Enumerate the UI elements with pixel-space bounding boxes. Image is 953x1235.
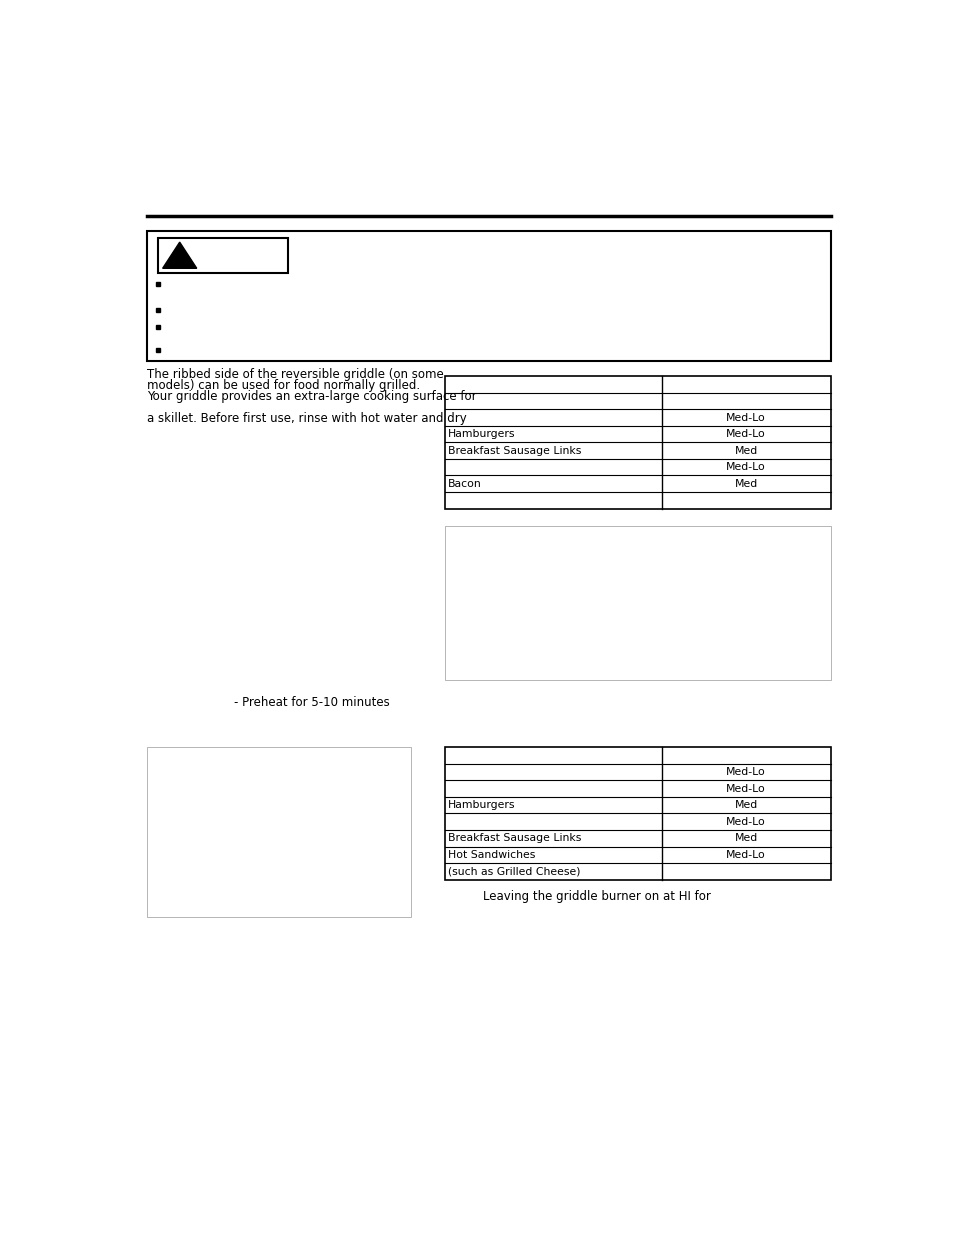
- Text: Med-Lo: Med-Lo: [725, 784, 765, 794]
- Text: Med-Lo: Med-Lo: [725, 850, 765, 860]
- Text: Hamburgers: Hamburgers: [447, 800, 515, 810]
- Text: Med-Lo: Med-Lo: [725, 462, 765, 472]
- Bar: [444, 377, 830, 509]
- Text: Your griddle provides an extra-large cooking surface for: Your griddle provides an extra-large coo…: [147, 390, 476, 403]
- Text: (such as Grilled Cheese): (such as Grilled Cheese): [447, 867, 579, 877]
- Bar: [444, 526, 830, 679]
- Bar: [444, 747, 830, 879]
- Bar: [147, 747, 410, 916]
- Text: Leaving the griddle burner on at HI for: Leaving the griddle burner on at HI for: [483, 890, 711, 904]
- Text: models) can be used for food normally grilled.: models) can be used for food normally gr…: [147, 379, 420, 393]
- Text: Med: Med: [734, 800, 757, 810]
- Text: - Preheat for 5-10 minutes: - Preheat for 5-10 minutes: [233, 697, 389, 709]
- Text: Hot Sandwiches: Hot Sandwiches: [447, 850, 535, 860]
- Text: Med: Med: [734, 834, 757, 844]
- Text: Med-Lo: Med-Lo: [725, 429, 765, 440]
- Polygon shape: [162, 242, 196, 268]
- Text: Bacon: Bacon: [447, 479, 481, 489]
- Text: Med: Med: [734, 479, 757, 489]
- Bar: [147, 231, 830, 361]
- Text: Hamburgers: Hamburgers: [447, 429, 515, 440]
- Text: a skillet. Before first use, rinse with hot water and dry: a skillet. Before first use, rinse with …: [147, 411, 466, 425]
- Text: Med-Lo: Med-Lo: [725, 816, 765, 826]
- Text: Med: Med: [734, 446, 757, 456]
- Text: Breakfast Sausage Links: Breakfast Sausage Links: [447, 834, 580, 844]
- Text: The ribbed side of the reversible griddle (on some: The ribbed side of the reversible griddl…: [147, 368, 443, 382]
- Text: Med-Lo: Med-Lo: [725, 412, 765, 422]
- Bar: [158, 237, 288, 273]
- Text: Breakfast Sausage Links: Breakfast Sausage Links: [447, 446, 580, 456]
- Text: Med-Lo: Med-Lo: [725, 767, 765, 777]
